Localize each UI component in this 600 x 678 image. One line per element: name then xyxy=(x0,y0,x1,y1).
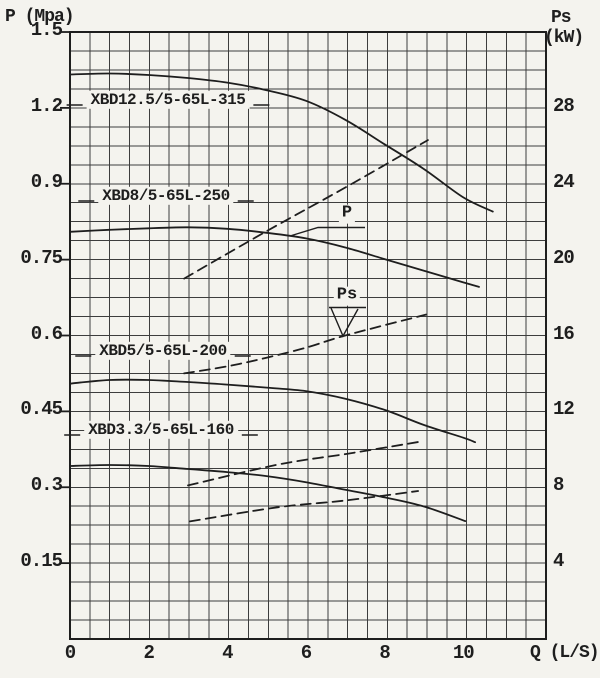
ps-axis-tick-label: 8 xyxy=(553,474,564,497)
pressure-curve-annotation: P xyxy=(338,204,356,224)
pump-model-label-xbd12-5: XBD12.5/5-65L-315 xyxy=(86,90,250,110)
q-axis-tick-label: 4 xyxy=(222,642,233,664)
y-left-axis-title: P (Mpa) xyxy=(5,7,75,27)
y-right-axis-title-line1: Ps xyxy=(551,8,572,28)
grid-lines xyxy=(69,31,547,640)
p-axis-tick-label: 0.45 xyxy=(20,398,63,421)
p-axis-tick-label: 0.15 xyxy=(20,550,63,573)
curve-xbd12-5-5-65l-315-p xyxy=(69,72,494,213)
p-axis-tick-label: 1.2 xyxy=(30,94,63,117)
ps-axis-tick-label: 24 xyxy=(553,170,575,193)
curve-xbd5-5-65l-200-p xyxy=(69,378,476,444)
pump-model-label-xbd8: XBD8/5-65L-250 xyxy=(98,186,234,206)
q-axis-tick-label: 0 xyxy=(64,642,76,664)
ps-axis-tick-label: 28 xyxy=(553,94,575,117)
q-axis-tick-label: 8 xyxy=(379,642,390,664)
x-axis-title: Q (L/S) xyxy=(530,643,600,663)
curve-xbd12-5-5-65l-315-ps xyxy=(183,139,429,280)
p-axis-tick-label: 0.9 xyxy=(30,170,63,193)
p-axis-tick-label: 1.5 xyxy=(30,19,63,41)
p-axis-tick-label: 0.75 xyxy=(20,246,63,269)
curve-xbd8-5-65l-250-ps xyxy=(183,313,427,375)
q-axis-tick-label: 2 xyxy=(143,642,154,664)
ps-axis-tick-label: 20 xyxy=(553,246,575,269)
pump-model-label-xbd3-3: XBD3.3/5-65L-160 xyxy=(84,420,238,440)
curve-xbd3-3-5-65l-160-ps xyxy=(189,490,419,523)
p-axis-tick-label: 0.3 xyxy=(30,474,63,497)
left-axis-ticks xyxy=(60,31,70,565)
curve-xbd3-3-5-65l-160-p xyxy=(69,464,467,522)
curve-xbd8-5-65l-250-p xyxy=(69,226,480,288)
q-axis-tick-label: 10 xyxy=(452,642,475,664)
curve-xbd5-5-65l-200-ps xyxy=(187,440,421,487)
p-axis-tick-label: 0.6 xyxy=(30,322,63,345)
pump-model-label-xbd5: XBD5/5-65L-200 xyxy=(95,341,231,361)
ps-axis-tick-label: 4 xyxy=(553,550,564,573)
y-right-axis-title-line2: (kW) xyxy=(544,28,584,48)
power-curve-annotation: Ps xyxy=(333,286,361,306)
annotation-leader-ps xyxy=(330,307,359,338)
ps-axis-tick-label: 16 xyxy=(553,322,575,345)
ps-axis-tick-label: 12 xyxy=(553,398,575,421)
annotation-leader-p xyxy=(289,226,365,237)
q-axis-tick-label: 6 xyxy=(300,642,312,664)
